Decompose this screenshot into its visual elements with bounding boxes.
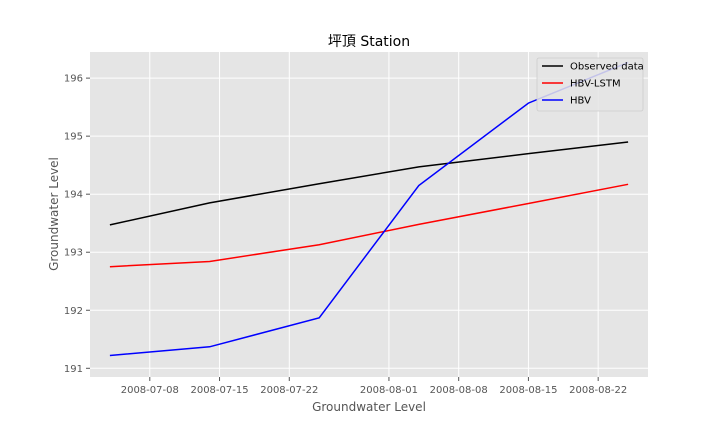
series-line-observed-data <box>109 141 629 226</box>
x-tick-label: 2008-08-15 <box>499 385 557 396</box>
chart-title: 坪頂 Station <box>328 34 410 50</box>
y-axis-title: Groundwater Level <box>47 157 61 271</box>
y-tick-label: 193 <box>64 248 83 259</box>
x-tick-label: 2008-07-22 <box>260 385 318 396</box>
x-tick-label: 2008-07-08 <box>121 385 179 396</box>
y-tick-label: 196 <box>64 74 83 85</box>
series-line-hbv-lstm <box>109 183 629 268</box>
legend-label-observed-data: Observed data <box>570 62 644 73</box>
legend: Observed data HBV-LSTM HBV <box>536 57 644 112</box>
x-tick-label: 2008-07-15 <box>190 385 248 396</box>
y-tick-label: 192 <box>64 306 83 317</box>
y-tick-label: 195 <box>64 132 83 143</box>
x-tick-label: 2008-08-08 <box>430 385 488 396</box>
y-axis-ticks: 191 192 193 194 195 196 <box>64 74 90 375</box>
x-axis-title: Groundwater Level <box>312 400 426 414</box>
x-tick-label: 2008-08-01 <box>360 385 418 396</box>
legend-label-hbv: HBV <box>570 96 591 107</box>
legend-frame <box>536 57 644 112</box>
x-tick-label: 2008-08-22 <box>569 385 627 396</box>
y-tick-label: 194 <box>64 190 83 201</box>
x-axis-ticks: 2008-07-08 2008-07-15 2008-07-22 2008-08-01… <box>121 377 627 396</box>
y-tick-label: 191 <box>64 364 83 375</box>
legend-label-hbv-lstm: HBV-LSTM <box>570 79 621 90</box>
